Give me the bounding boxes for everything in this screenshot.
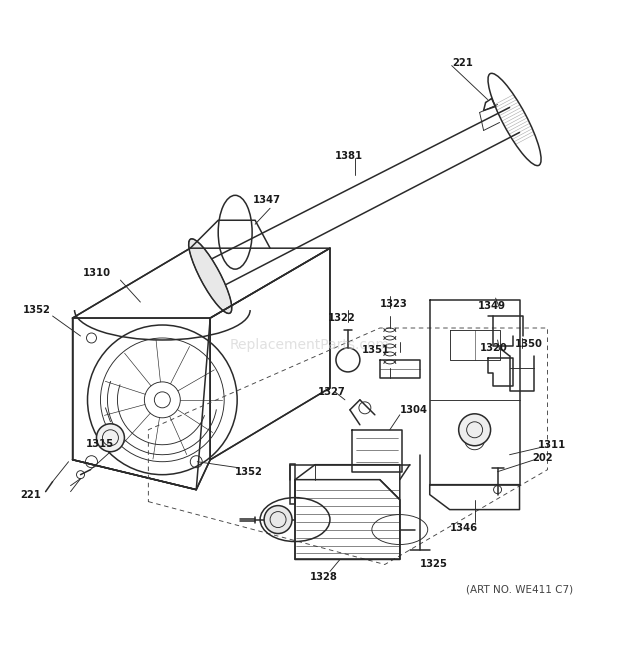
- Text: 1311: 1311: [538, 440, 565, 449]
- Circle shape: [97, 424, 125, 451]
- Text: 1381: 1381: [335, 151, 363, 161]
- Text: 1346: 1346: [450, 523, 478, 533]
- Text: 1349: 1349: [477, 301, 506, 311]
- Text: 1328: 1328: [310, 572, 338, 582]
- Text: 1350: 1350: [515, 339, 542, 349]
- Text: 1352: 1352: [23, 305, 50, 315]
- Text: 1352: 1352: [235, 467, 263, 477]
- Text: 1323: 1323: [380, 299, 407, 309]
- Text: 1310: 1310: [82, 268, 110, 278]
- Circle shape: [459, 414, 490, 446]
- Text: 1325: 1325: [420, 559, 448, 570]
- Text: 1351: 1351: [362, 345, 390, 355]
- Text: 202: 202: [533, 453, 553, 463]
- Text: 1320: 1320: [480, 343, 507, 353]
- Text: 1304: 1304: [400, 405, 428, 415]
- Text: 1327: 1327: [318, 387, 346, 397]
- Text: ReplacementParts.com: ReplacementParts.com: [230, 338, 390, 352]
- Text: 1347: 1347: [253, 195, 281, 206]
- Text: 1315: 1315: [86, 439, 113, 449]
- Text: 221: 221: [20, 490, 42, 500]
- Text: (ART NO. WE411 C7): (ART NO. WE411 C7): [466, 584, 573, 594]
- Circle shape: [264, 506, 292, 533]
- Ellipse shape: [188, 239, 232, 313]
- Text: 221: 221: [453, 58, 474, 67]
- Text: 1322: 1322: [328, 313, 356, 323]
